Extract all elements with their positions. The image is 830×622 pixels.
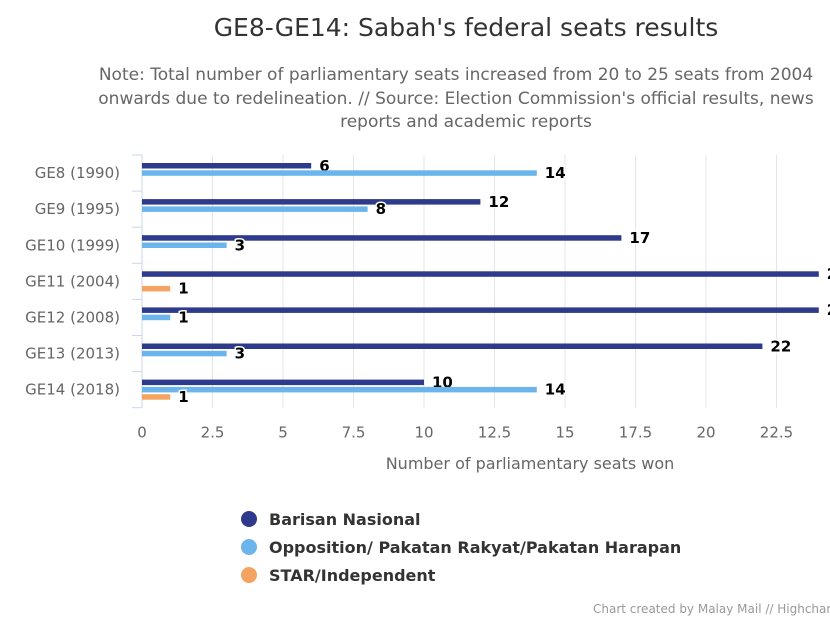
x-tick-label-3: 7.5 xyxy=(342,424,366,442)
bar-series1-cat5 xyxy=(142,350,227,357)
bar-series1-cat6 xyxy=(142,386,537,393)
x-tick-label-9: 22.5 xyxy=(760,424,793,442)
data-label-series1-cat5: 3 xyxy=(235,345,245,363)
bar-series0-cat1 xyxy=(142,199,481,205)
category-label-6: GE14 (2018) xyxy=(25,381,120,399)
x-tick-label-1: 2.5 xyxy=(201,424,225,442)
x-tick-label-6: 15 xyxy=(555,424,574,442)
bar-series2-cat3 xyxy=(142,285,171,292)
chart-credits: Chart created by Malay Mail // Highchart… xyxy=(593,602,830,616)
chart-subtitle-line-3: reports and academic reports xyxy=(340,112,592,132)
bar-series0-cat6 xyxy=(142,379,424,386)
chart-title: GE8-GE14: Sabah's federal seats results xyxy=(214,13,719,42)
plot-area: 0 2.5 5 7.5 10 12.5 15 17.5 20 22.5 GE8 (1990) GE9 … xyxy=(25,154,830,442)
legend: Barisan Nasional Opposition/ Pakatan Raky… xyxy=(241,510,681,585)
data-label-series2-cat3: 1 xyxy=(178,280,188,298)
data-label-series0-cat3: 24 xyxy=(827,265,830,283)
data-label-series1-cat2: 3 xyxy=(235,236,245,254)
bar-series0-cat5 xyxy=(142,343,763,349)
data-label-series0-cat5: 22 xyxy=(770,337,791,355)
x-tick-label-8: 20 xyxy=(696,424,715,442)
data-label-series1-cat0: 14 xyxy=(545,164,566,182)
legend-label-0: Barisan Nasional xyxy=(269,510,421,529)
category-label-2: GE10 (1999) xyxy=(25,236,120,254)
bar-series0-cat3 xyxy=(142,271,819,277)
bar-series0-cat4 xyxy=(142,307,819,313)
x-tick-label-2: 5 xyxy=(278,424,288,442)
bar-series1-cat0 xyxy=(142,170,537,176)
chart-subtitle-line-1: Note: Total number of parliamentary seat… xyxy=(99,65,813,85)
bar-series2-cat6 xyxy=(142,394,171,400)
x-axis-title: Number of parliamentary seats won xyxy=(386,454,675,473)
legend-marker-2 xyxy=(241,567,257,583)
data-label-series2-cat6: 1 xyxy=(178,388,188,406)
legend-label-1: Opposition/ Pakatan Rakyat/Pakatan Harap… xyxy=(269,538,681,557)
chart-subtitle-line-2: onwards due to redelineation. // Source:… xyxy=(98,89,814,109)
category-label-4: GE12 (2008) xyxy=(25,308,120,326)
bar-series0-cat2 xyxy=(142,235,622,241)
category-label-3: GE11 (2004) xyxy=(25,272,120,290)
bar-series1-cat4 xyxy=(142,314,171,321)
data-label-series1-cat4: 1 xyxy=(178,308,188,326)
data-label-series1-cat1: 8 xyxy=(376,200,386,218)
bar-series1-cat2 xyxy=(142,242,227,248)
data-label-series0-cat1: 12 xyxy=(488,193,509,211)
legend-marker-0 xyxy=(241,511,257,527)
data-label-series0-cat4: 24 xyxy=(827,301,830,319)
data-label-series1-cat6: 14 xyxy=(545,381,566,399)
x-tick-label-5: 12.5 xyxy=(478,424,511,442)
x-tick-label-0: 0 xyxy=(137,424,147,442)
bar-series0-cat0 xyxy=(142,163,312,169)
category-label-1: GE9 (1995) xyxy=(35,200,120,218)
bar-series1-cat1 xyxy=(142,206,368,212)
legend-label-2: STAR/Independent xyxy=(269,566,436,585)
legend-marker-1 xyxy=(241,539,257,555)
x-tick-label-4: 10 xyxy=(414,424,433,442)
category-label-5: GE13 (2013) xyxy=(25,345,120,363)
category-label-0: GE8 (1990) xyxy=(35,164,120,182)
data-label-series0-cat2: 17 xyxy=(629,229,650,247)
x-tick-label-7: 17.5 xyxy=(619,424,652,442)
